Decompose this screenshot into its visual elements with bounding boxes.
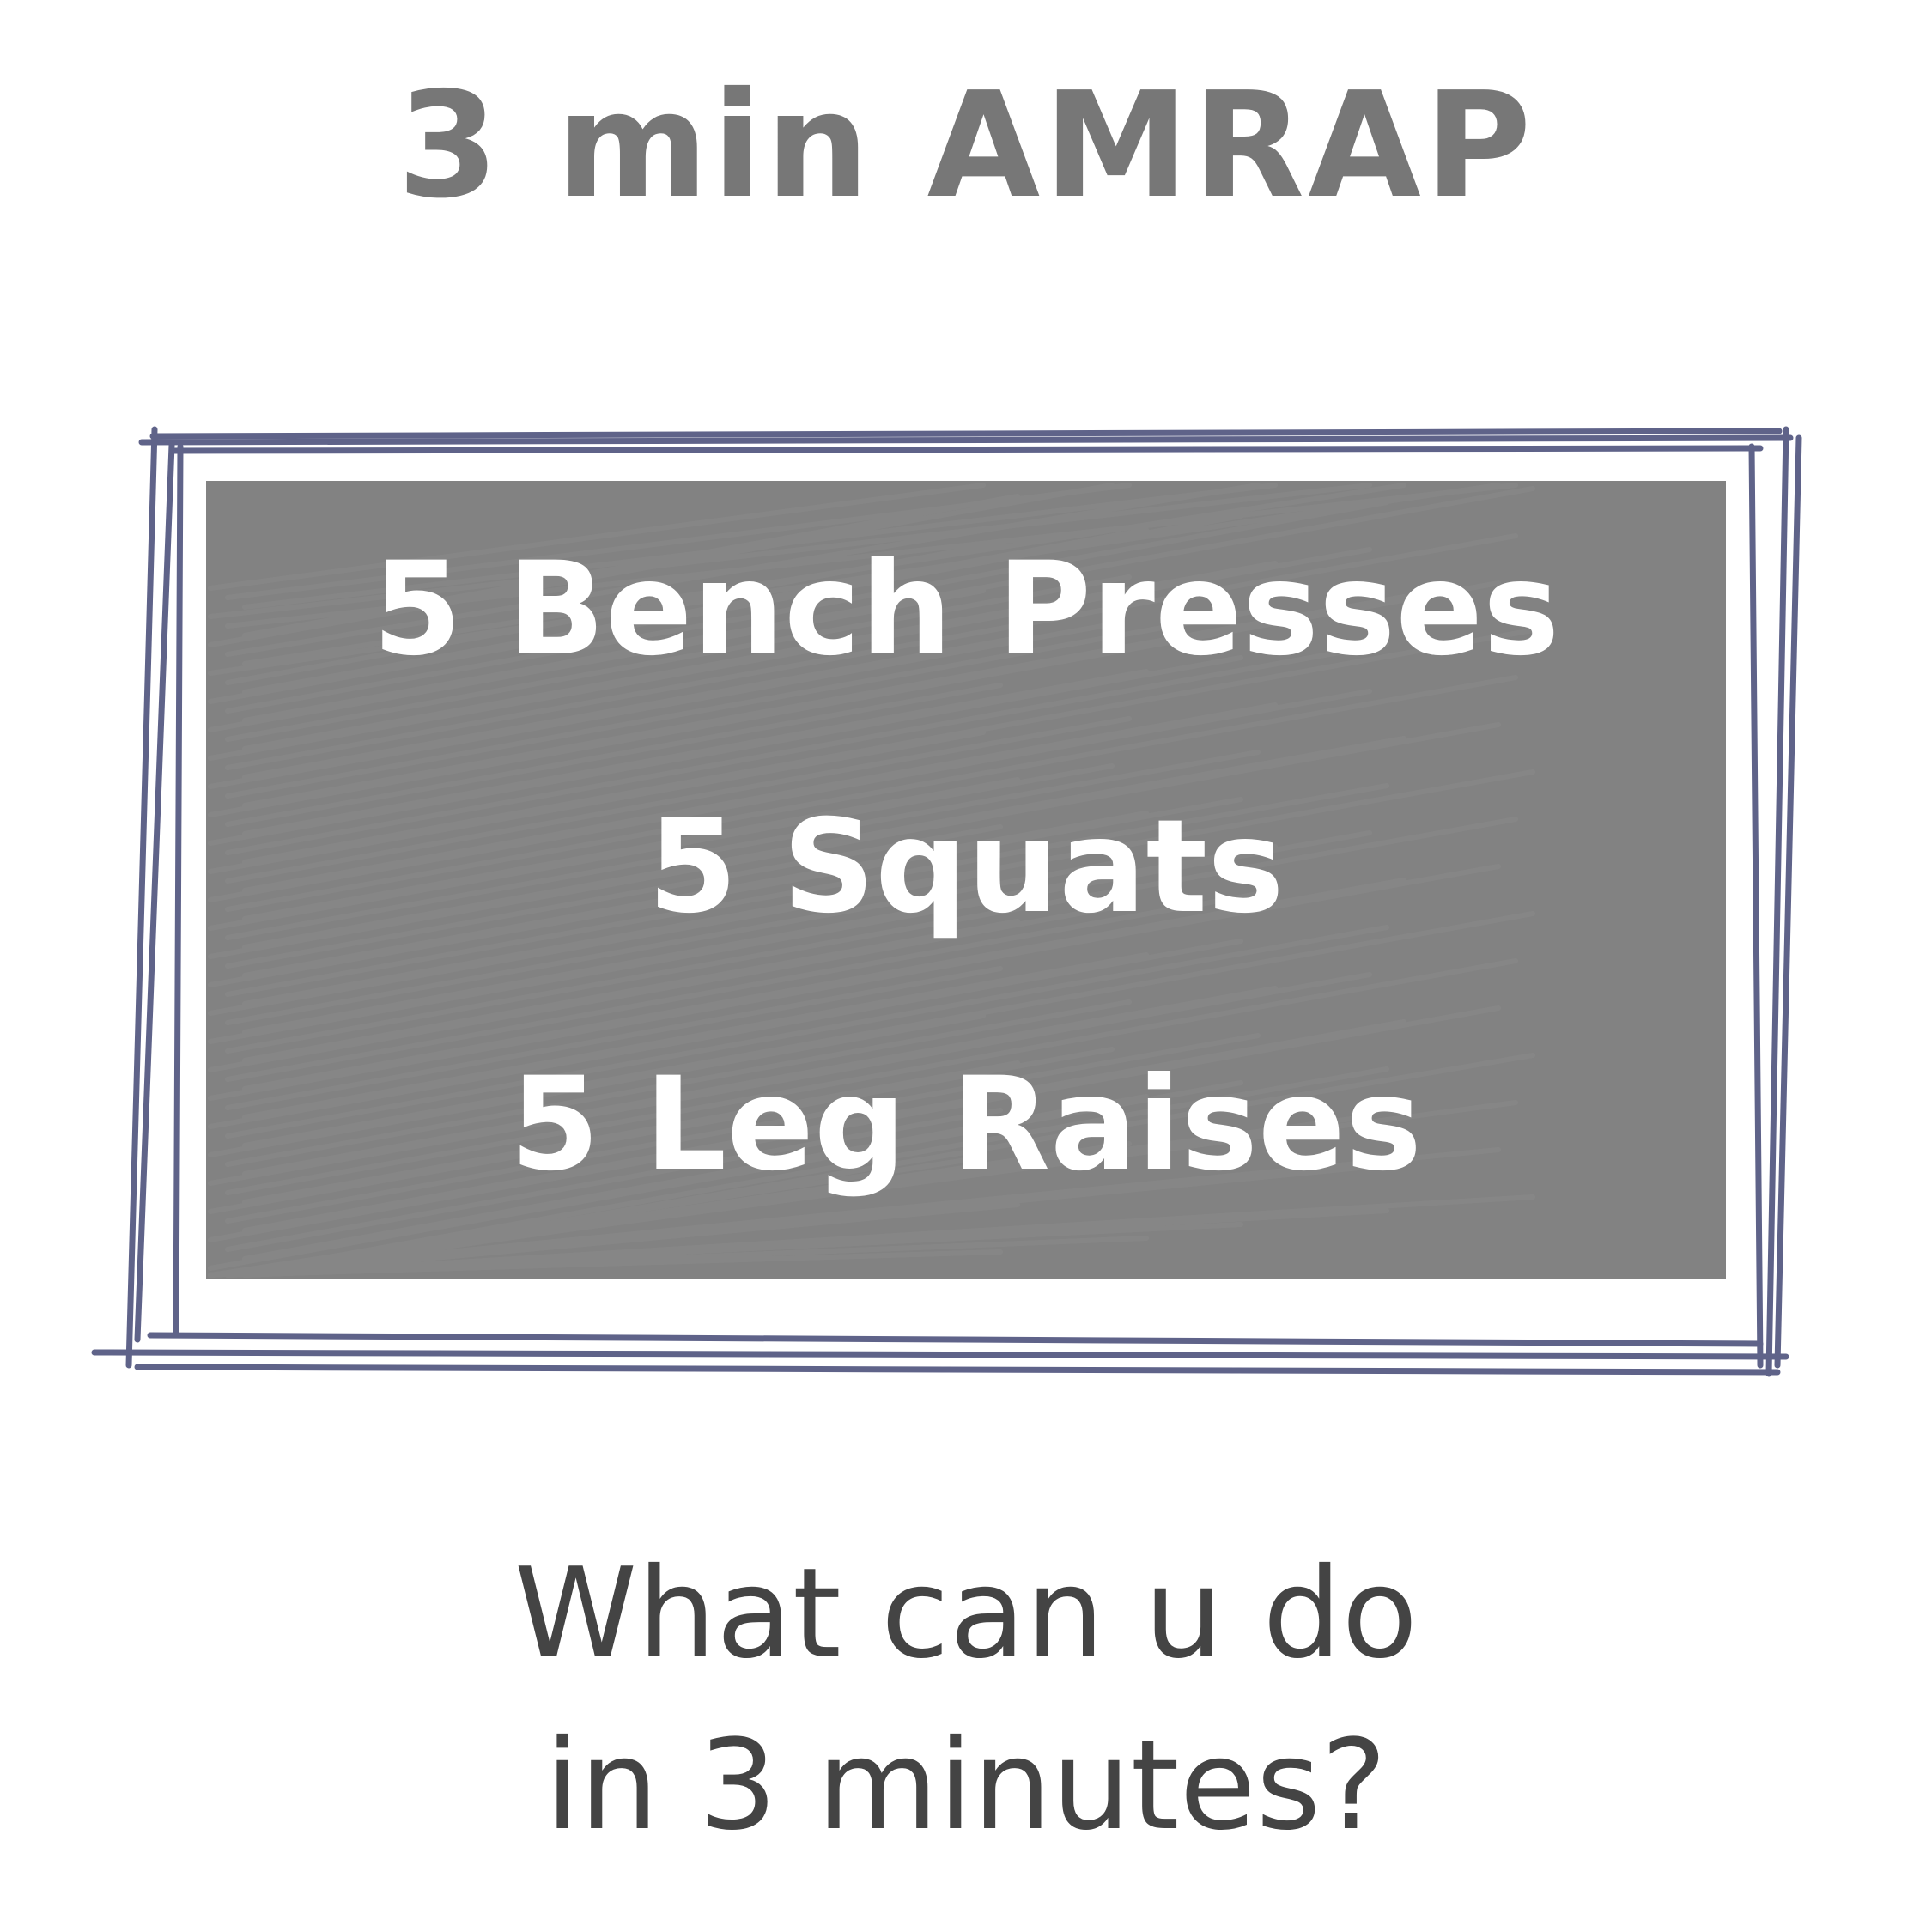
hatch-stroke xyxy=(208,588,986,732)
hatch-stroke xyxy=(208,1147,1501,1278)
hatch-stroke xyxy=(208,483,986,591)
hatch-stroke xyxy=(242,1194,1535,1278)
hatch-stroke xyxy=(242,561,1278,751)
scribble-fill xyxy=(206,481,1726,1279)
question-text: What can u do in 3 minutes? xyxy=(0,1528,1932,1872)
hatch-stroke xyxy=(225,574,1132,742)
hatch-stroke xyxy=(208,622,1115,789)
workout-item-leg-raises: 5 Leg Raises xyxy=(510,1050,1422,1200)
hatch-stroke xyxy=(225,500,1389,714)
question-line-1: What can u do xyxy=(513,1541,1419,1686)
hatch-stroke xyxy=(242,1019,1406,1233)
hatch-stroke xyxy=(225,783,1389,997)
hatch-stroke xyxy=(208,655,1243,846)
hatch-stroke xyxy=(242,919,1020,1063)
hatch-stroke xyxy=(208,1080,1243,1271)
hatch-stroke xyxy=(208,1114,1372,1278)
hatch-stroke xyxy=(208,830,1372,1044)
hatch-stroke xyxy=(208,730,986,874)
hatch-stroke xyxy=(208,580,1501,817)
hatch-stroke xyxy=(225,716,1132,884)
hatch-stroke xyxy=(225,817,1518,1054)
workout-item-bench-presses: 5 Bench Presses xyxy=(372,535,1560,684)
hatch-stroke xyxy=(225,1108,1003,1252)
hatch-stroke xyxy=(225,966,1003,1110)
hatch-stroke xyxy=(225,533,1518,770)
hatch-stroke xyxy=(225,958,1518,1195)
hand-drawn-frame xyxy=(91,426,1802,1377)
hatch-stroke xyxy=(242,635,1020,780)
hatch-stroke xyxy=(208,547,1372,761)
hatch-stroke xyxy=(225,925,1389,1139)
hatch-stroke xyxy=(242,777,1020,921)
hatch-stroke xyxy=(242,769,1535,1006)
hatch-stroke xyxy=(225,683,1003,827)
hatch-stroke xyxy=(208,797,1243,987)
hatch-stroke xyxy=(225,824,1003,969)
hatch-stroke xyxy=(242,669,1149,836)
hatch-stroke xyxy=(242,527,1149,695)
hatch-stroke xyxy=(225,641,1389,855)
hatch-stroke xyxy=(242,1161,1406,1278)
hatch-stroke xyxy=(208,483,1501,676)
hatch-stroke xyxy=(242,628,1535,865)
hatch-stroke xyxy=(225,675,1518,912)
workout-list: 5 Bench Presses 5 Squats 5 Leg Raises xyxy=(197,481,1735,1254)
hatch-stroke xyxy=(208,1013,986,1157)
hatch-stroke xyxy=(242,594,1406,808)
hatch-stroke xyxy=(242,811,1149,978)
hatch-stroke xyxy=(208,483,1115,647)
hatch-stroke xyxy=(242,702,1278,893)
hatch-stroke xyxy=(208,1005,1501,1242)
page-title: 3 min AMRAP xyxy=(397,61,1535,231)
hatch-stroke xyxy=(242,1094,1149,1261)
hatch-stroke xyxy=(208,972,1372,1186)
hatch-stroke xyxy=(208,689,1372,902)
hatch-stroke xyxy=(208,722,1501,959)
hatch-stroke xyxy=(242,844,1278,1035)
hatch-stroke xyxy=(242,1060,1020,1205)
hatch-stroke xyxy=(242,952,1149,1120)
hatch-stroke xyxy=(242,486,1535,723)
hatch-stroke xyxy=(225,483,1261,657)
hatch-stroke xyxy=(225,999,1132,1167)
hatch-stroke xyxy=(225,750,1261,940)
hatch-stroke xyxy=(208,939,1243,1129)
hatch-stroke xyxy=(242,736,1406,950)
hatch-stroke xyxy=(242,878,1406,1091)
hatch-stroke xyxy=(225,858,1132,1025)
hatch-stroke xyxy=(208,905,1115,1072)
hatch-stroke xyxy=(225,891,1261,1082)
hatch-stroke xyxy=(208,872,986,1016)
hatch-stroke xyxy=(242,494,1020,638)
hatch-stroke xyxy=(208,513,1243,704)
hatch-stroke xyxy=(242,986,1278,1176)
hatch-stroke xyxy=(225,1033,1261,1224)
hatch-stroke xyxy=(208,1047,1115,1214)
hatch-stroke xyxy=(208,763,1115,931)
hatch-stroke xyxy=(225,608,1261,799)
question-line-2: in 3 minutes? xyxy=(544,1713,1388,1858)
hatch-stroke xyxy=(225,1100,1518,1278)
hatch-stroke xyxy=(208,864,1501,1101)
hatch-stroke xyxy=(242,1236,1149,1278)
hatch-stroke xyxy=(225,541,1003,685)
hatch-stroke xyxy=(242,911,1535,1148)
workout-item-squats: 5 Squats xyxy=(647,793,1285,942)
hatch-stroke xyxy=(208,483,1372,619)
